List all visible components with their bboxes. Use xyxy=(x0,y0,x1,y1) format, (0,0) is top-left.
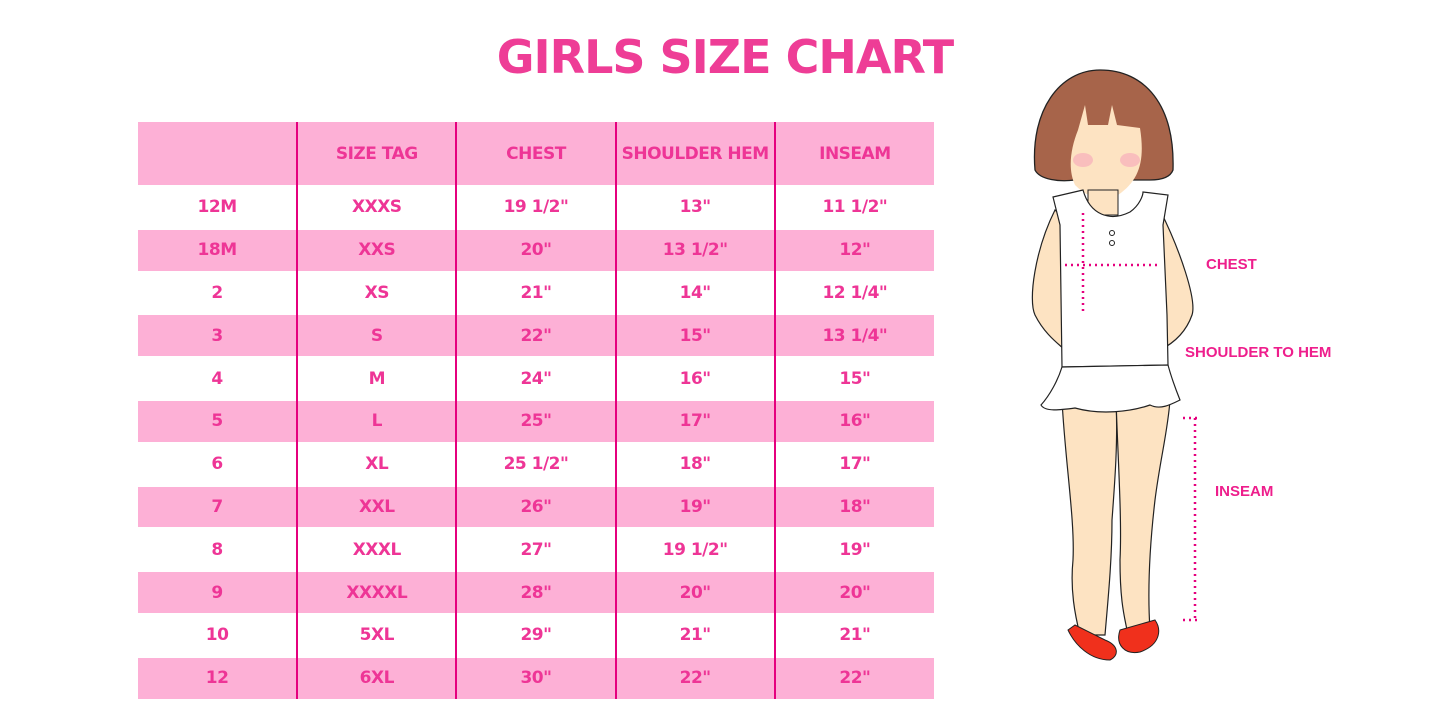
table-row: 12 6XL 30" 22" 22" xyxy=(138,655,934,699)
cell-inseam: 16" xyxy=(773,398,934,443)
cell-chest: 25" xyxy=(455,398,616,443)
cell-shoulder-hem: 19" xyxy=(614,484,775,529)
table-row: 8 XXXL 27" 19 1/2" 19" xyxy=(138,527,934,572)
cell-size: 7 xyxy=(138,484,298,529)
cell-shoulder-hem: 13 1/2" xyxy=(614,227,775,272)
cell-size: 4 xyxy=(138,356,298,400)
table-row: 6 XL 25 1/2" 18" 17" xyxy=(138,441,934,486)
cell-size: 9 xyxy=(138,570,298,614)
cell-shoulder-hem: 17" xyxy=(614,398,775,443)
cell-size: 12M xyxy=(138,185,298,229)
cell-shoulder-hem: 20" xyxy=(614,570,775,614)
right-leg xyxy=(1115,399,1171,631)
table-row: 10 5XL 29" 21" 21" xyxy=(138,612,934,657)
cell-size-tag: XXXS xyxy=(296,185,457,229)
table-row: 9 XXXXL 28" 20" 20" xyxy=(138,570,934,614)
cell-chest: 24" xyxy=(455,356,616,400)
table-row: 3 S 22" 15" 13 1/4" xyxy=(138,313,934,358)
cell-chest: 19 1/2" xyxy=(455,185,616,229)
cell-size-tag: S xyxy=(296,313,457,358)
table-row: 4 M 24" 16" 15" xyxy=(138,356,934,400)
header-chest: CHEST xyxy=(455,122,616,186)
cell-size: 10 xyxy=(138,612,298,657)
cell-inseam: 21" xyxy=(773,612,934,657)
cell-inseam: 13 1/4" xyxy=(773,313,934,358)
cell-size-tag: M xyxy=(296,356,457,400)
cell-shoulder-hem: 18" xyxy=(614,441,775,486)
cell-size-tag: XXS xyxy=(296,227,457,272)
cell-size: 12 xyxy=(138,655,298,699)
header-shoulder-hem: SHOULDER HEM xyxy=(614,122,775,186)
cell-size: 2 xyxy=(138,270,298,315)
cell-chest: 21" xyxy=(455,270,616,315)
cell-shoulder-hem: 13" xyxy=(614,185,775,229)
cell-shoulder-hem: 22" xyxy=(614,655,775,699)
cell-size-tag: XXXL xyxy=(296,527,457,572)
cell-size-tag: 5XL xyxy=(296,612,457,657)
shirt xyxy=(1052,189,1169,368)
cell-inseam: 17" xyxy=(773,441,934,486)
cell-chest: 27" xyxy=(455,527,616,572)
table-row: 7 XXL 26" 19" 18" xyxy=(138,484,934,529)
cell-size-tag: XL xyxy=(296,441,457,486)
table-header-row: SIZE TAG CHEST SHOULDER HEM INSEAM xyxy=(138,122,934,186)
table-row: 18M XXS 20" 13 1/2" 12" xyxy=(138,227,934,272)
cell-size-tag: XXL xyxy=(296,484,457,529)
page-title: GIRLS SIZE CHART xyxy=(496,30,954,84)
cell-chest: 22" xyxy=(455,313,616,358)
cell-shoulder-hem: 14" xyxy=(614,270,775,315)
cell-shoulder-hem: 16" xyxy=(614,356,775,400)
header-inseam: INSEAM xyxy=(773,122,934,186)
face xyxy=(1070,105,1142,199)
cell-size-tag: XXXXL xyxy=(296,570,457,614)
cell-size-tag: 6XL xyxy=(296,655,457,699)
cell-chest: 20" xyxy=(455,227,616,272)
cell-inseam: 12 1/4" xyxy=(773,270,934,315)
cell-size-tag: L xyxy=(296,398,457,443)
header-size xyxy=(138,122,298,186)
cell-size: 3 xyxy=(138,313,298,358)
cell-size: 5 xyxy=(138,398,298,443)
cell-shoulder-hem: 15" xyxy=(614,313,775,358)
left-shoe xyxy=(1067,624,1117,661)
cell-chest: 29" xyxy=(455,612,616,657)
table-row: 2 XS 21" 14" 12 1/4" xyxy=(138,270,934,315)
inseam-label: INSEAM xyxy=(1215,483,1274,500)
left-leg xyxy=(1061,399,1118,636)
cell-shoulder-hem: 19 1/2" xyxy=(614,527,775,572)
cell-inseam: 22" xyxy=(773,655,934,699)
right-shoe xyxy=(1118,619,1160,654)
header-size-tag: SIZE TAG xyxy=(296,122,457,186)
size-chart-table: SIZE TAG CHEST SHOULDER HEM INSEAM 12M XX… xyxy=(138,122,934,699)
shoulder-to-hem-label: SHOULDER TO HEM xyxy=(1185,344,1332,361)
chest-label: CHEST xyxy=(1206,256,1257,273)
cell-size-tag: XS xyxy=(296,270,457,315)
cell-chest: 28" xyxy=(455,570,616,614)
cell-size: 8 xyxy=(138,527,298,572)
cell-inseam: 20" xyxy=(773,570,934,614)
cell-size: 6 xyxy=(138,441,298,486)
table-row: 12M XXXS 19 1/2" 13" 11 1/2" xyxy=(138,185,934,229)
skirt xyxy=(1040,364,1181,413)
table-row: 5 L 25" 17" 16" xyxy=(138,398,934,443)
cell-inseam: 18" xyxy=(773,484,934,529)
cell-inseam: 11 1/2" xyxy=(773,185,934,229)
cell-inseam: 12" xyxy=(773,227,934,272)
cell-inseam: 15" xyxy=(773,356,934,400)
cell-chest: 25 1/2" xyxy=(455,441,616,486)
cell-inseam: 19" xyxy=(773,527,934,572)
cell-shoulder-hem: 21" xyxy=(614,612,775,657)
cell-size: 18M xyxy=(138,227,298,272)
cell-chest: 26" xyxy=(455,484,616,529)
cell-chest: 30" xyxy=(455,655,616,699)
